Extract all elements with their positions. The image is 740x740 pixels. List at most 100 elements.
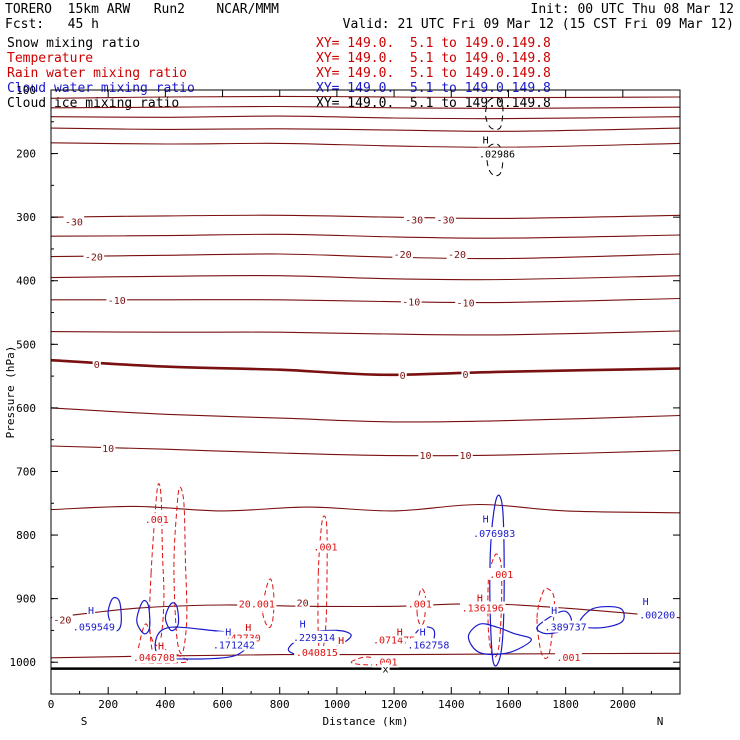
temperature-label: -10 xyxy=(457,298,475,309)
x-tick-label: 400 xyxy=(155,698,175,711)
y-tick-label: 600 xyxy=(16,402,36,415)
rain-label-bg xyxy=(312,540,339,553)
temperature-label-bg xyxy=(435,213,456,226)
cloud-water-label: .162758 xyxy=(407,640,449,651)
cloud-water-label: .389737 xyxy=(545,623,587,634)
cloud-water-contours xyxy=(107,494,625,667)
y-tick-label: 200 xyxy=(16,148,36,161)
field-name-snow: Snow mixing ratio xyxy=(7,36,141,51)
field-name-rain: Rain water mixing ratio xyxy=(7,66,188,81)
temperature-label: -30 xyxy=(65,218,83,229)
temperature-label-bg xyxy=(106,293,128,306)
temperature-contour xyxy=(50,330,681,336)
field-name-temperature: Temperature xyxy=(7,51,94,66)
snow-contour xyxy=(486,143,504,177)
plot-border xyxy=(50,89,681,695)
rain-label: .001 xyxy=(145,515,169,526)
rain-contour xyxy=(262,578,275,629)
y-tick-label: 900 xyxy=(16,593,36,606)
temperature-contour xyxy=(50,358,681,377)
x-tick-label: 200 xyxy=(98,698,118,711)
temperature-label: 20 xyxy=(297,598,309,609)
cloud-water-label-bg xyxy=(298,617,307,630)
rain-label-bg xyxy=(237,597,277,610)
temperature-label: -10 xyxy=(108,296,126,307)
y-tick-label: 800 xyxy=(16,529,36,542)
cloud-water-label: .00200 xyxy=(639,611,675,622)
rain-label-bg xyxy=(372,655,399,668)
cloud-water-contour xyxy=(467,623,532,656)
cloud-water-contour xyxy=(164,602,180,632)
snow-label-bg xyxy=(477,147,517,160)
snow-contour xyxy=(485,96,504,130)
field-range-cloud-water: XY= 149.0. 5.1 to 149.0.149.8 xyxy=(316,81,551,96)
temperature-contours xyxy=(50,95,681,659)
cloud-water-label-bg xyxy=(224,625,233,638)
x-tick-label: 0 xyxy=(48,698,55,711)
temperature-label-bg xyxy=(92,358,101,371)
contour-labels: -30 -30 -30 -20 -20 -20 -10 -10 -10 0 0 0 10 10 10 20 20… xyxy=(52,133,677,676)
temperature-label-bg xyxy=(83,250,105,263)
temperature-label: 0 xyxy=(400,371,406,382)
rain-label: .046708 xyxy=(133,653,175,664)
extremum-label-bg xyxy=(337,633,346,646)
rain-label: .001 xyxy=(556,653,580,664)
cloud-water-label-bg xyxy=(71,620,117,633)
temperature-label: 0 xyxy=(463,370,469,381)
y-tick-label: 300 xyxy=(16,211,36,224)
temperature-contour xyxy=(50,407,681,423)
temperature-label-bg xyxy=(461,368,470,381)
y-tick-label: 1000 xyxy=(10,656,37,669)
rain-label: .001 xyxy=(313,542,337,553)
rain-label-bg xyxy=(487,567,515,580)
cloud-water-label: H xyxy=(483,515,489,526)
temperature-label: -20 xyxy=(448,250,466,261)
cloud-water-label: H xyxy=(643,597,649,608)
y-tick-label: 700 xyxy=(16,465,36,478)
rain-label: .136196 xyxy=(462,604,504,615)
rain-label-bg xyxy=(143,513,171,526)
cloud-water-label: .229314 xyxy=(293,633,335,644)
cloud-water-label-bg xyxy=(418,625,427,638)
x-tick-label: 1400 xyxy=(438,698,465,711)
rain-label: .001 xyxy=(408,600,432,611)
temperature-label: -30 xyxy=(405,216,423,227)
temperature-contour xyxy=(50,274,681,281)
temperature-label: 10 xyxy=(420,451,432,462)
cloud-water-label: .171242 xyxy=(213,640,255,651)
init-time: Init: 00 UTC Thu 08 Mar 12 xyxy=(530,2,735,17)
temperature-label: -30 xyxy=(437,216,455,227)
rain-label: .001 xyxy=(489,570,513,581)
snow-label: .02986 xyxy=(479,150,515,161)
x-tick-label: 1800 xyxy=(552,698,579,711)
cloud-water-label-bg xyxy=(542,620,589,633)
cloud-water-label-bg xyxy=(405,638,452,651)
rain-label-bg xyxy=(406,597,434,610)
temperature-contour xyxy=(50,603,681,619)
y-axis-title: Pressure (hPa) xyxy=(4,346,17,439)
cloud-water-contour xyxy=(489,494,505,667)
temperature-label-bg xyxy=(418,448,433,461)
extremum-label: H xyxy=(158,642,164,653)
field-range-snow: XY= 149.0. 5.1 to 149.0.149.8 xyxy=(316,36,551,51)
model-title: TORERO 15km ARW Run2 NCAR/MMM xyxy=(5,2,279,17)
snow-contours xyxy=(485,96,504,177)
snow-label: H xyxy=(483,136,489,147)
rain-label: .071475 xyxy=(373,635,415,646)
extremum-label: H xyxy=(397,628,403,639)
rain-contour xyxy=(173,486,188,655)
rain-label-bg xyxy=(371,633,417,646)
cloud-water-label: H xyxy=(88,606,94,617)
temperature-label-bg xyxy=(446,248,468,261)
plot-frame xyxy=(50,89,681,695)
x-tick-label: 1600 xyxy=(495,698,522,711)
temperature-label-bg xyxy=(403,213,425,226)
rain-label-bg xyxy=(555,651,582,664)
temperature-contour xyxy=(50,127,681,132)
extremum-label-bg xyxy=(381,662,390,675)
extremum-label: H xyxy=(338,636,344,647)
cloud-water-label: .059549 xyxy=(73,623,115,634)
extremum-label: H xyxy=(245,623,251,634)
temperature-label: 10 xyxy=(460,451,472,462)
